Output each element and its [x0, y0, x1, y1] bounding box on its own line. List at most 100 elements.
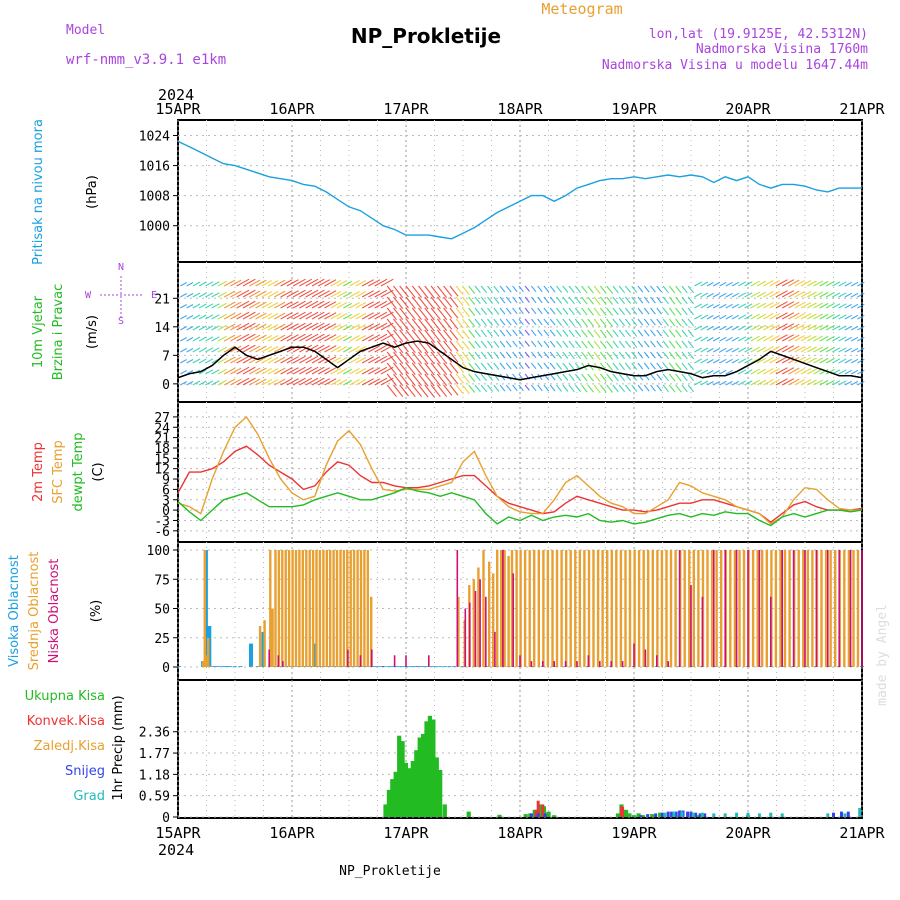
y-tick-label: 0 [162, 504, 170, 519]
wind-arrow [832, 325, 841, 331]
wind-arrow [530, 307, 537, 315]
wind-arrow [499, 329, 506, 337]
wind-arrow [581, 318, 588, 327]
wind-arrow [217, 313, 227, 320]
wind-arrow [249, 345, 261, 353]
wind-arrow [712, 370, 720, 375]
pressure-unit: (hPa) [85, 175, 100, 209]
wind-arrow [443, 362, 453, 374]
wind-arrow [813, 291, 824, 298]
wind-arrow [399, 307, 409, 320]
wind-arrow [368, 356, 381, 364]
wind-arrow [455, 296, 464, 307]
time-label-bottom: 15APR [155, 824, 201, 842]
wind-arrow [631, 318, 638, 326]
wind-arrow [731, 314, 740, 320]
bar [374, 666, 379, 667]
wind-arrow [524, 351, 530, 358]
bar [536, 813, 540, 817]
wind-arrow [637, 362, 644, 370]
wind-arrow [317, 312, 331, 320]
wind-arrow [480, 296, 488, 305]
wind-arrow [719, 380, 727, 386]
wind-arrow [581, 296, 588, 305]
wind-arrow [487, 318, 494, 326]
wind-arrow [468, 340, 476, 349]
wind-arrow [738, 292, 747, 298]
wind-arrow [180, 315, 187, 320]
bar [424, 721, 429, 817]
wind-arrow [543, 351, 550, 359]
bar [724, 550, 726, 667]
wind-arrow [763, 346, 774, 353]
wind-arrow [844, 347, 852, 353]
wind-arrow [731, 336, 740, 342]
wind-arrow [637, 307, 644, 315]
temp-label-dewpt: dewpt Temp [71, 432, 86, 511]
wind-arrow [788, 312, 800, 320]
wind-arrow [700, 358, 709, 364]
bar [765, 550, 768, 667]
wind-arrow [393, 340, 404, 354]
wind-arrow [706, 381, 714, 386]
bar [333, 666, 338, 667]
bar [205, 655, 208, 667]
wind-arrow [750, 368, 760, 375]
wind-arrow [474, 351, 481, 360]
wind-arrow [393, 318, 404, 332]
wind-arrow [493, 285, 500, 293]
wind-arrow [468, 307, 476, 316]
wind-arrow [844, 292, 852, 298]
wind-arrow [205, 303, 214, 309]
wind-arrow [832, 358, 841, 364]
bar [223, 666, 228, 667]
wind-arrow [261, 335, 273, 342]
wind-arrow [480, 362, 488, 371]
compass-e: E [151, 290, 157, 301]
bar [405, 655, 407, 667]
wind-arrow [844, 336, 852, 342]
wind-arrow [242, 278, 256, 287]
bar [488, 561, 491, 667]
wind-arrow [242, 344, 256, 353]
bar [294, 550, 298, 667]
wind-arrow [274, 334, 286, 342]
wind-arrow [719, 314, 727, 320]
wind-arrow [800, 302, 812, 309]
wind-arrow [386, 351, 397, 365]
y-tick-label: 14 [154, 321, 170, 336]
bar [512, 573, 514, 667]
wind-arrow [499, 307, 506, 315]
wind-arrow [192, 281, 201, 287]
bar [366, 550, 369, 667]
wind-arrow [650, 340, 656, 348]
wind-arrow [744, 303, 753, 309]
wind-arrow [267, 368, 279, 375]
wind-arrow [750, 335, 760, 342]
wind-arrow [217, 280, 227, 287]
wind-arrow [606, 373, 614, 382]
wind-arrow [424, 362, 435, 376]
wind-arrow [292, 322, 306, 331]
wind-arrow [807, 291, 817, 298]
wind-arrow [794, 324, 805, 331]
wind-arrow [719, 281, 727, 287]
wind-arrow [393, 351, 404, 365]
time-label-top: 18APR [497, 100, 543, 118]
bar [451, 666, 456, 667]
wind-arrow [355, 313, 367, 320]
wind-arrow [650, 362, 656, 370]
wind-arrow [411, 351, 423, 365]
wind-arrow [807, 313, 817, 320]
wind-arrow [606, 384, 614, 393]
wind-arrow [681, 362, 688, 371]
wind-arrow [781, 356, 795, 364]
wind-arrow [480, 307, 488, 316]
wind-arrow [781, 312, 795, 320]
wind-arrow [436, 384, 448, 398]
bar [606, 550, 609, 667]
wind-arrow [386, 373, 397, 387]
wind-arrow [368, 334, 381, 342]
bar [339, 550, 342, 667]
wind-arrow [556, 307, 563, 315]
